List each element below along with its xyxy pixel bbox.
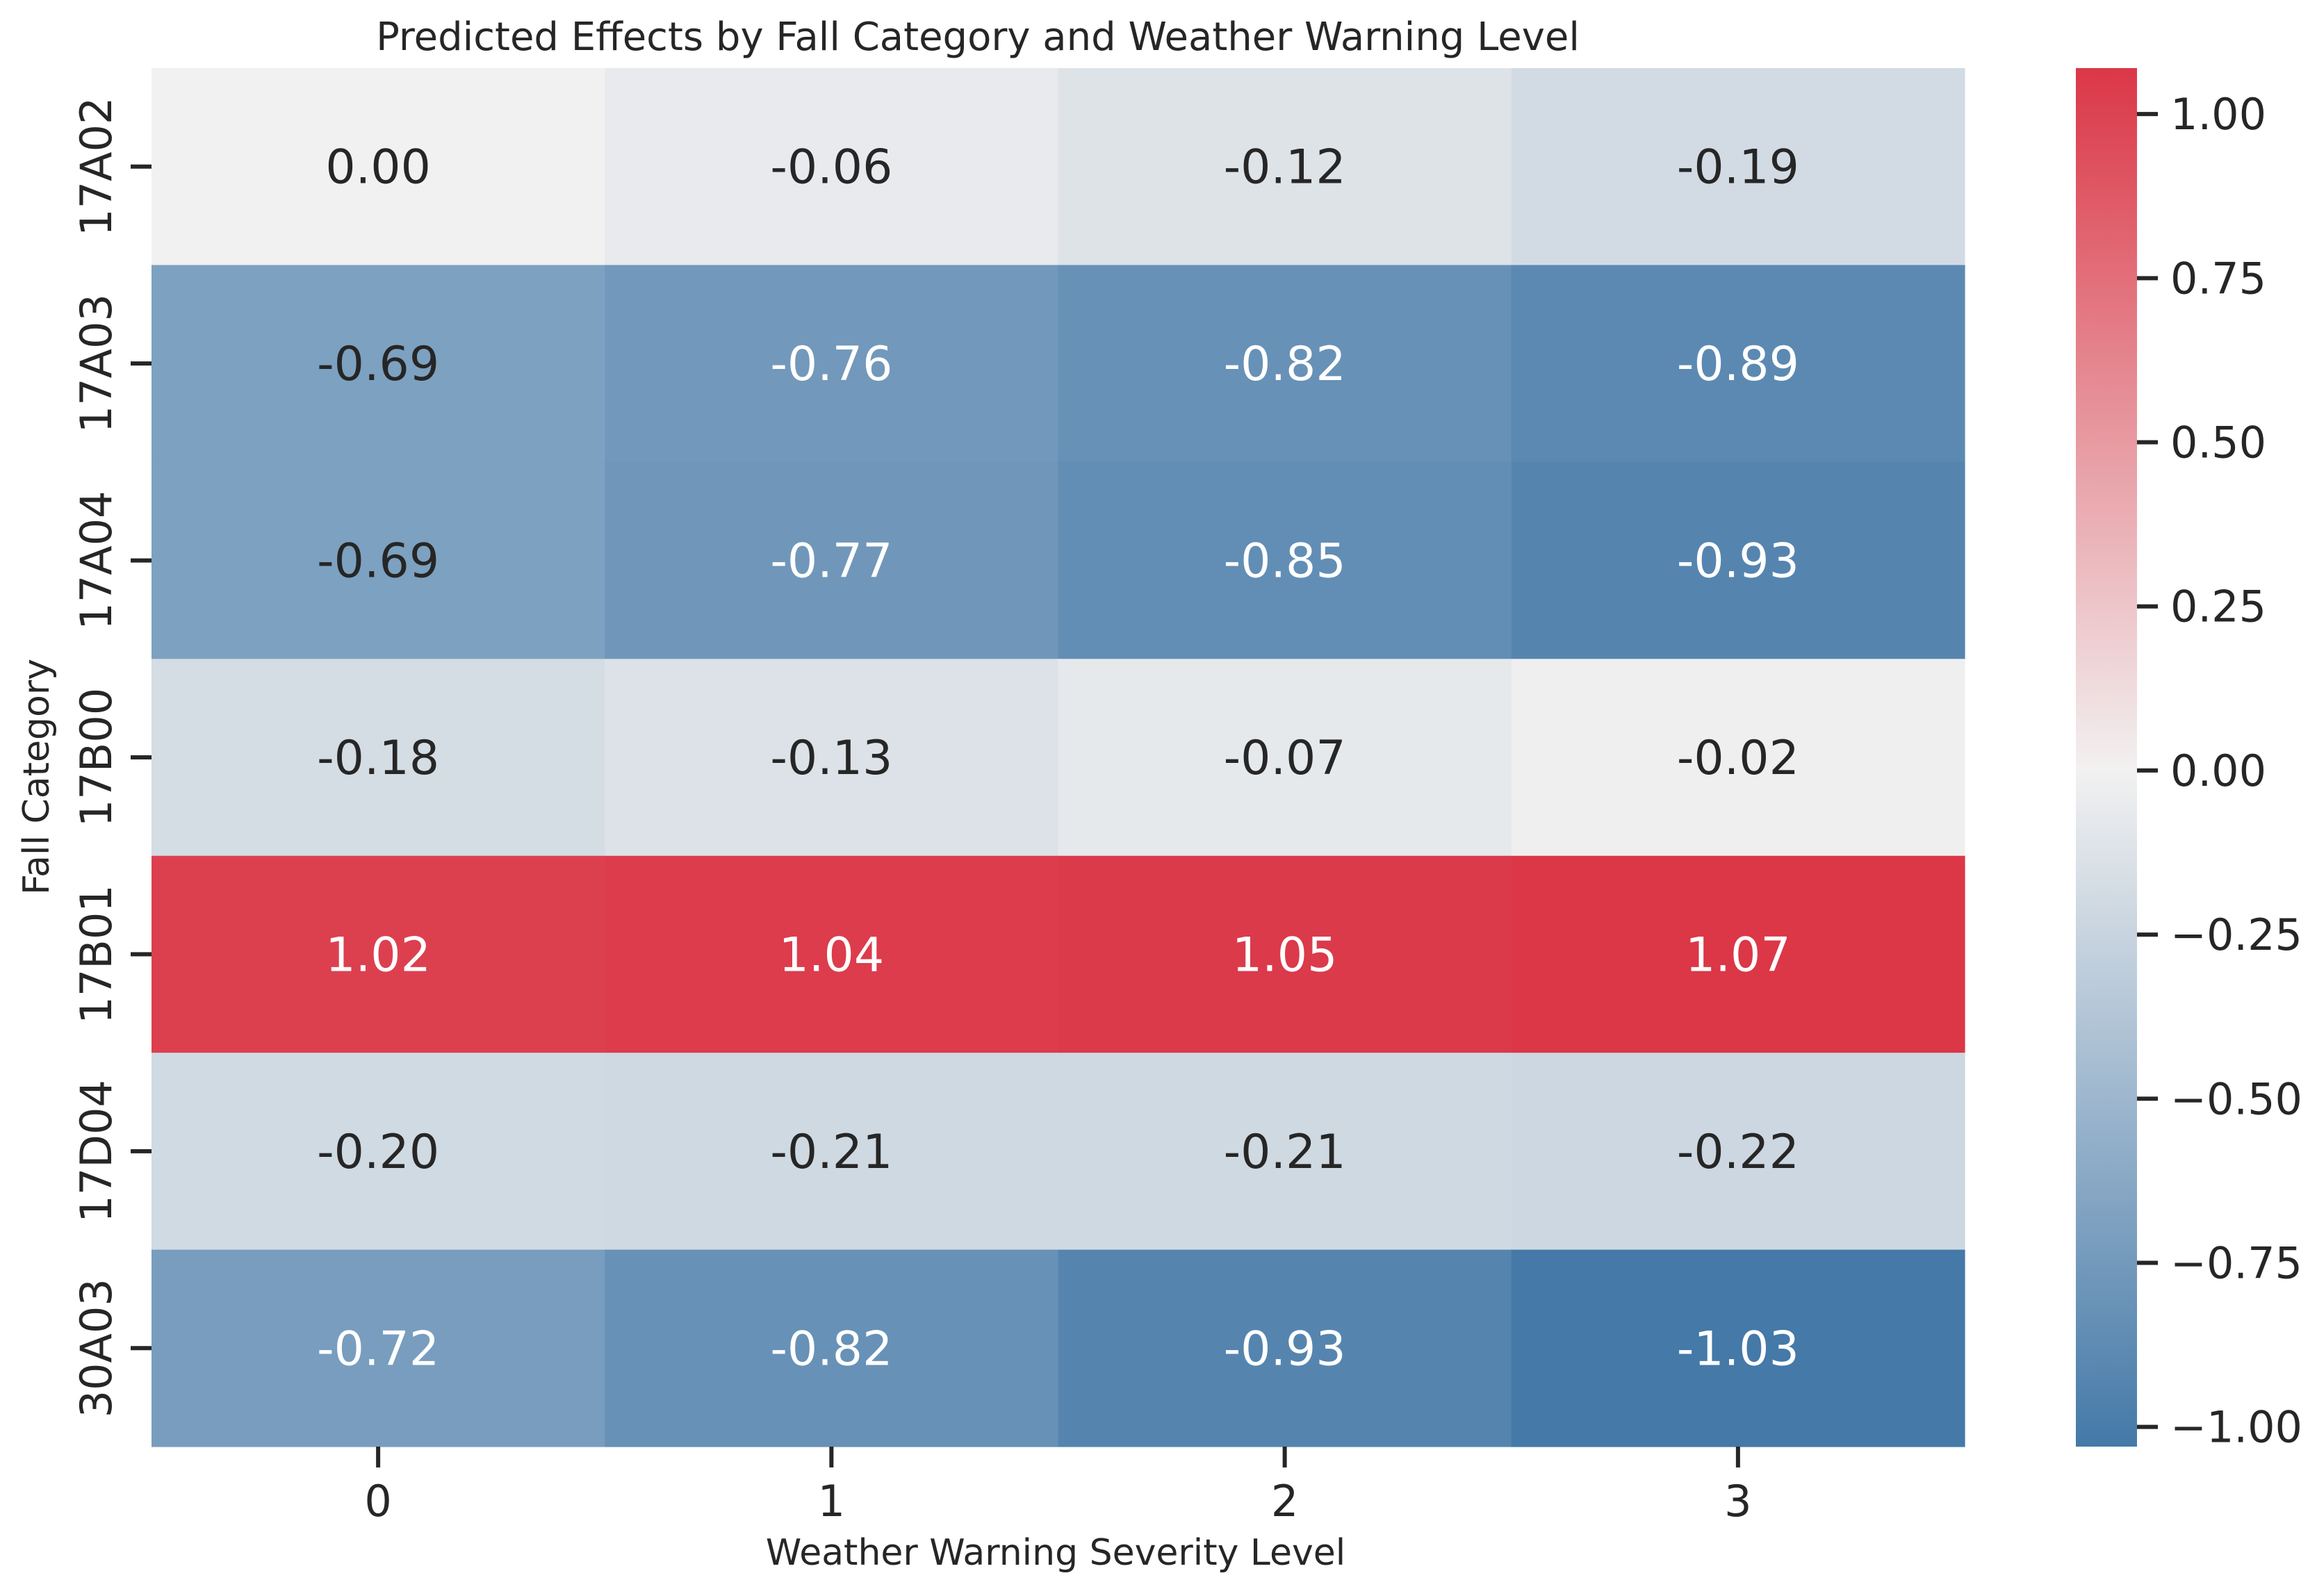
y-tick-label: 17B01 [71,885,122,1023]
colorbar-gradient [2076,68,2137,1447]
colorbar-tick-label: 1.00 [2170,89,2266,140]
heatmap-cell [1511,461,1965,659]
heatmap-cell [605,265,1059,463]
cell-value-label: -0.82 [1224,337,1346,392]
y-axis: 17A02 17A03 17A04 17B00 17B01 17D04 30A03 [71,97,152,1417]
cell-value-label: -0.77 [770,534,892,589]
heatmap-cell [1511,1053,1965,1251]
colorbar-tick-label: −0.75 [2170,1237,2302,1288]
cell-value-label: -1.03 [1677,1322,1799,1376]
y-tick-label: 17B00 [71,688,122,827]
heatmap-cell [152,1053,605,1251]
heatmap-cell [605,68,1059,266]
y-tick-label: 30A03 [71,1278,122,1417]
cell-value-label: 1.02 [325,928,430,982]
heatmap-cell [1058,1053,1512,1251]
x-axis: 0 1 2 3 [364,1447,1752,1527]
cell-value-label: 0.00 [325,140,430,195]
heatmap-cell [605,1053,1059,1251]
heatmap-cell [1058,461,1512,659]
heatmap-cell [1511,855,1965,1053]
y-tick-label: 17D04 [71,1080,122,1223]
heatmap-cell [1058,855,1512,1053]
heatmap-cell [605,1249,1059,1447]
colorbar-ticks: 1.00 0.75 0.50 0.25 0.00 −0.25 −0.50 −0.75 −1.00 [2137,89,2302,1453]
cell-value-label: -0.69 [317,337,439,392]
heatmap-cell [152,265,605,463]
colorbar-tick-label: −0.50 [2170,1073,2302,1124]
cell-value-label: -0.02 [1677,731,1799,786]
heatmap-cell [1058,265,1512,463]
cell-value-label: -0.85 [1224,534,1346,589]
heatmap-cell [605,461,1059,659]
heatmap-cell [605,659,1059,857]
cell-value-label: -0.69 [317,534,439,589]
cell-value-label: -0.93 [1224,1322,1346,1376]
colorbar-tick-label: 0.75 [2170,253,2266,304]
heatmap-cell [1058,68,1512,266]
x-tick-label: 1 [818,1476,845,1527]
y-axis-label: Fall Category [16,659,58,895]
heatmap-cell [152,855,605,1053]
colorbar-tick-label: 0.25 [2170,582,2266,632]
heatmap-cell [152,1249,605,1447]
cell-value-label: 1.07 [1685,928,1790,982]
heatmap-cell [152,68,605,266]
colorbar-tick-label: 0.00 [2170,746,2266,796]
cell-value-label: -0.76 [770,337,892,392]
cell-value-label: -0.20 [317,1125,439,1180]
x-axis-label: Weather Warning Severity Level [766,1532,1345,1574]
cell-value-label: -0.19 [1677,140,1799,195]
cell-value-label: -0.07 [1224,731,1346,786]
cell-value-label: -0.06 [770,140,892,195]
heatmap-cell [1058,1249,1512,1447]
cell-value-label: -0.93 [1677,534,1799,589]
x-tick-label: 0 [364,1476,391,1527]
colorbar: 1.00 0.75 0.50 0.25 0.00 −0.25 −0.50 −0.75 −1.00 [2076,68,2302,1453]
x-tick-label: 2 [1271,1476,1298,1527]
cell-value-label: -0.22 [1677,1125,1799,1180]
cell-value-label: 1.04 [779,928,884,982]
heatmap-cell [605,855,1059,1053]
colorbar-tick-label: −0.25 [2170,910,2302,960]
cell-value-label: -0.18 [317,731,439,786]
colorbar-tick-label: −1.00 [2170,1402,2302,1453]
y-tick-label: 17A04 [71,491,122,630]
cell-value-label: -0.13 [770,731,892,786]
chart-title: Predicted Effects by Fall Category and W… [376,15,1580,60]
colorbar-tick-label: 0.50 [2170,418,2266,468]
heatmap-cells [152,68,1965,1447]
heatmap-cell [1511,68,1965,266]
y-tick-label: 17A03 [71,294,122,433]
heatmap-cell [152,461,605,659]
cell-value-label: 1.05 [1232,928,1337,982]
heatmap-cell-labels: 0.00 -0.06 -0.12 -0.19 -0.69 -0.76 -0.82 -0.89 -… [317,140,1799,1377]
cell-value-label: -0.89 [1677,337,1799,392]
cell-value-label: -0.82 [770,1322,892,1376]
heatmap-cell [1511,659,1965,857]
heatmap-cell [1511,265,1965,463]
cell-value-label: -0.72 [317,1322,439,1376]
y-tick-label: 17A02 [71,97,122,236]
heatmap-cell [1058,659,1512,857]
heatmap-cell [1511,1249,1965,1447]
cell-value-label: -0.21 [1224,1125,1346,1180]
heatmap-cell [152,659,605,857]
x-tick-label: 3 [1724,1476,1751,1527]
cell-value-label: -0.12 [1224,140,1346,195]
cell-value-label: -0.21 [770,1125,892,1180]
